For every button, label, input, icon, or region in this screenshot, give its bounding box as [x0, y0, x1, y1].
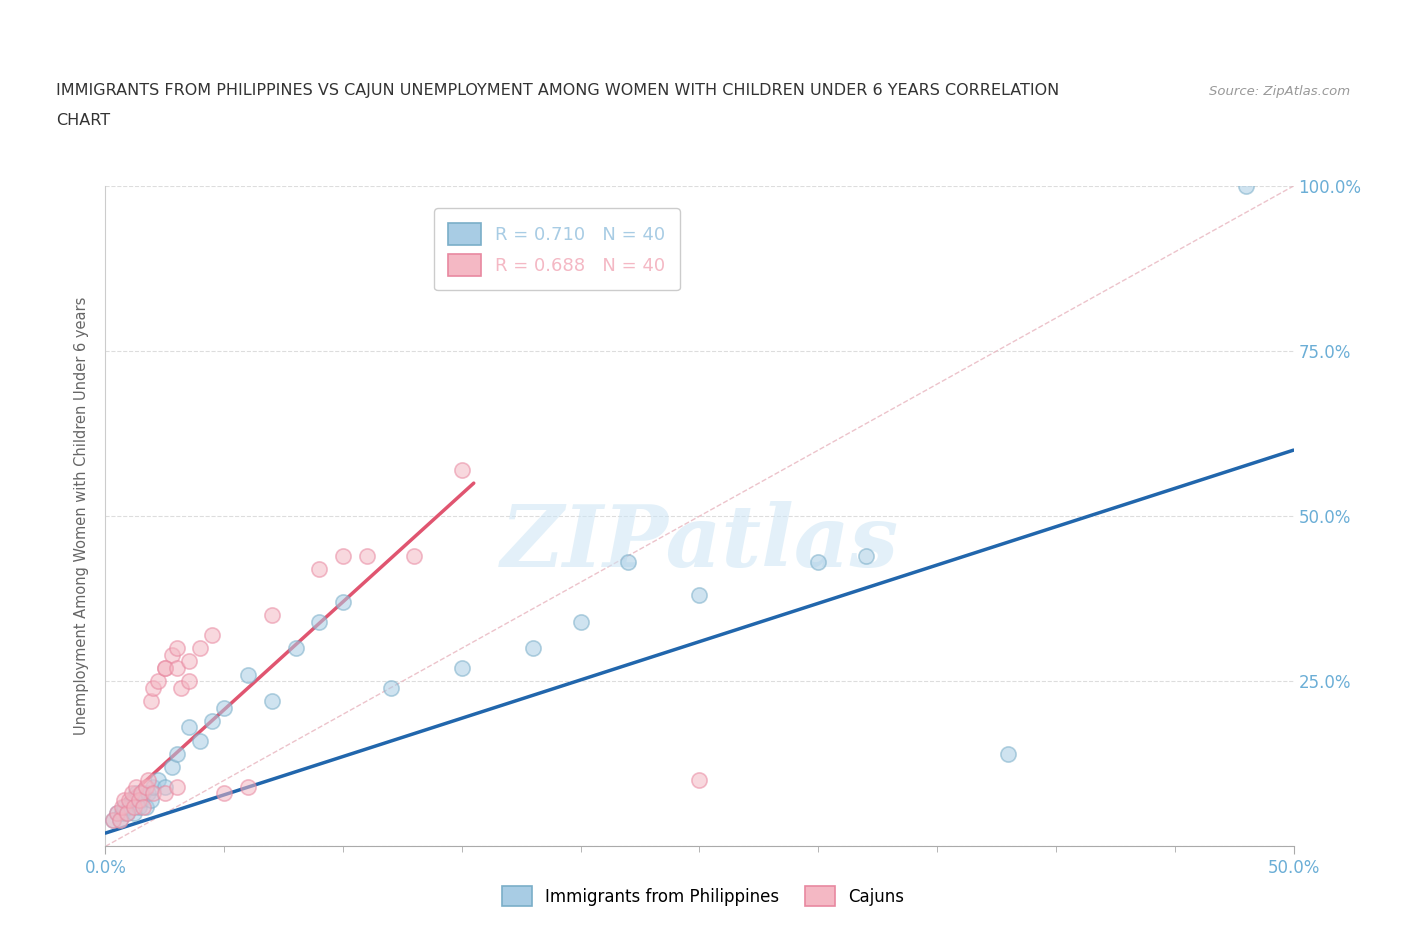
Point: [807, 555, 830, 570]
Point: [689, 588, 711, 603]
Point: [118, 799, 141, 814]
Point: [170, 681, 193, 696]
Point: [356, 549, 378, 564]
Point: [177, 654, 200, 669]
Point: [115, 805, 138, 821]
Point: [177, 674, 200, 689]
Text: ZIPatlas: ZIPatlas: [501, 501, 898, 584]
Point: [153, 660, 176, 675]
Point: [105, 805, 128, 821]
Point: [997, 747, 1019, 762]
Point: [108, 813, 131, 828]
Point: [142, 681, 165, 696]
Point: [404, 549, 426, 564]
Point: [105, 805, 128, 821]
Point: [201, 713, 224, 728]
Point: [136, 786, 159, 801]
Point: [118, 792, 141, 807]
Point: [114, 792, 136, 807]
Point: [166, 660, 188, 675]
Point: [332, 594, 354, 609]
Point: [450, 462, 472, 477]
Point: [190, 641, 212, 656]
Point: [160, 647, 183, 662]
Point: [214, 786, 236, 801]
Point: [121, 786, 143, 801]
Point: [617, 555, 640, 570]
Point: [332, 549, 354, 564]
Point: [101, 813, 124, 828]
Point: [166, 779, 188, 794]
Point: [128, 792, 150, 807]
Point: [236, 779, 259, 794]
Point: [122, 799, 145, 814]
Point: [214, 700, 236, 715]
Point: [153, 786, 176, 801]
Point: [114, 799, 136, 814]
Text: Source: ZipAtlas.com: Source: ZipAtlas.com: [1209, 85, 1350, 98]
Text: IMMIGRANTS FROM PHILIPPINES VS CAJUN UNEMPLOYMENT AMONG WOMEN WITH CHILDREN UNDE: IMMIGRANTS FROM PHILIPPINES VS CAJUN UNE…: [56, 83, 1060, 98]
Point: [111, 799, 134, 814]
Point: [146, 674, 169, 689]
Point: [450, 660, 472, 675]
Point: [142, 779, 165, 794]
Y-axis label: Unemployment Among Women with Children Under 6 years: Unemployment Among Women with Children U…: [75, 297, 90, 736]
Point: [308, 615, 330, 630]
Legend: R = 0.710   N = 40, R = 0.688   N = 40: R = 0.710 N = 40, R = 0.688 N = 40: [434, 208, 681, 290]
Point: [160, 760, 183, 775]
Text: CHART: CHART: [56, 113, 110, 128]
Point: [522, 641, 544, 656]
Point: [132, 799, 155, 814]
Point: [121, 792, 143, 807]
Point: [125, 779, 148, 794]
Point: [142, 786, 165, 801]
Point: [129, 786, 152, 801]
Point: [166, 747, 188, 762]
Point: [129, 792, 152, 807]
Point: [284, 641, 307, 656]
Point: [153, 660, 176, 675]
Point: [153, 779, 176, 794]
Point: [111, 805, 134, 821]
Point: [139, 694, 162, 709]
Point: [146, 773, 169, 788]
Point: [108, 813, 131, 828]
Point: [308, 562, 330, 577]
Point: [201, 628, 224, 643]
Point: [132, 786, 155, 801]
Point: [689, 773, 711, 788]
Point: [260, 694, 283, 709]
Point: [115, 805, 138, 821]
Point: [128, 799, 150, 814]
Point: [135, 799, 157, 814]
Point: [569, 615, 592, 630]
Point: [135, 779, 157, 794]
Point: [166, 641, 188, 656]
Legend: Immigrants from Philippines, Cajuns: Immigrants from Philippines, Cajuns: [495, 880, 911, 912]
Point: [139, 792, 162, 807]
Point: [136, 773, 159, 788]
Point: [260, 608, 283, 623]
Point: [190, 733, 212, 748]
Point: [125, 786, 148, 801]
Point: [122, 805, 145, 821]
Point: [236, 667, 259, 682]
Point: [177, 720, 200, 735]
Point: [855, 549, 877, 564]
Point: [1234, 179, 1257, 193]
Point: [101, 813, 124, 828]
Point: [380, 681, 402, 696]
